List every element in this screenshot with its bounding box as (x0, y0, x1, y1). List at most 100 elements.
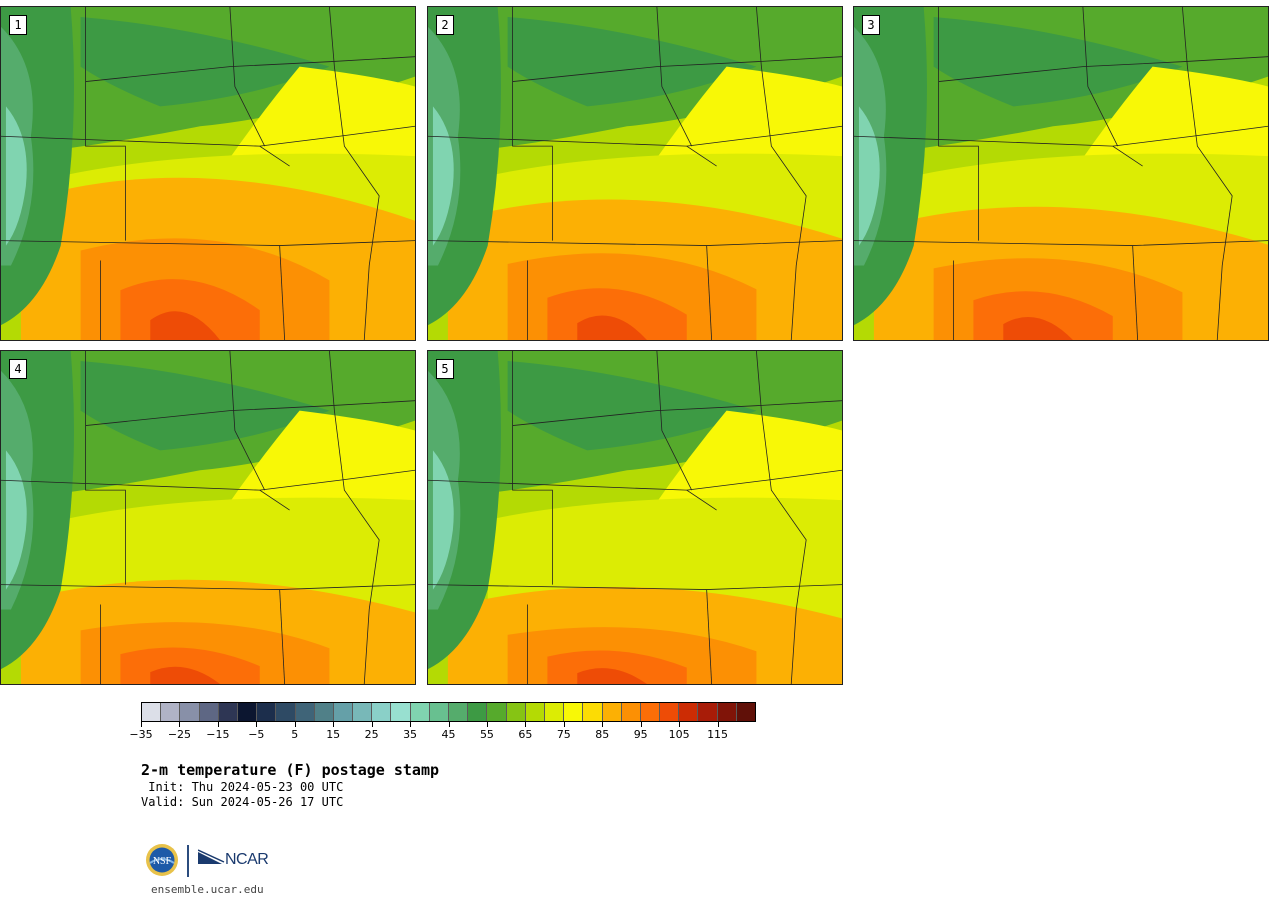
member-label: 5 (436, 359, 454, 379)
colorbar-tick-label: 115 (707, 728, 729, 741)
colorbar-segment (429, 703, 449, 721)
colorbar-segment (698, 703, 718, 721)
member-label: 1 (9, 15, 27, 35)
colorbar-segment (660, 703, 680, 721)
colorbar-tick (141, 722, 142, 727)
state-boundary (329, 351, 380, 684)
temperature-map (1, 351, 415, 684)
colorbar-segment (218, 703, 238, 721)
state-boundary (85, 56, 415, 82)
state-boundary (512, 400, 842, 426)
colorbar-tick (525, 722, 527, 727)
colorbar-segment (161, 703, 181, 721)
colorbar-segment (736, 703, 755, 721)
state-boundary (512, 7, 553, 241)
nsf-logo: NSF (146, 844, 178, 876)
field-hottest (150, 666, 220, 684)
colorbar-tick-label: 45 (441, 728, 456, 741)
field-peaks (432, 450, 454, 590)
member-label: 3 (862, 15, 880, 35)
state-boundary (279, 245, 286, 340)
colorbar-tick (486, 722, 488, 727)
state-boundary (656, 351, 693, 491)
colorbar-segment (276, 703, 296, 721)
state-boundary (1112, 125, 1268, 147)
colorbar-tick (410, 722, 412, 727)
colorbar-tick-label: 75 (556, 728, 571, 741)
ncar-logo-text: NCAR (225, 851, 269, 868)
colorbar-tick (256, 722, 258, 727)
field-cool-core (933, 16, 1183, 107)
colorbar-segment (583, 703, 603, 721)
colorbar-tick (179, 722, 181, 727)
field-hottest (1003, 316, 1073, 340)
map-panel-3: 3 (853, 6, 1269, 341)
svg-text:NSF: NSF (153, 856, 172, 867)
logo-divider (187, 845, 189, 877)
field-hottest (577, 668, 647, 684)
state-boundary (686, 125, 842, 147)
field-peaks (5, 450, 27, 590)
state-boundary (1182, 7, 1233, 340)
colorbar-tick (294, 722, 296, 727)
colorbar-tick (679, 722, 681, 727)
state-boundary (85, 400, 415, 426)
state-boundary (854, 240, 1268, 246)
state-boundary (756, 7, 807, 340)
state-boundary (1132, 245, 1139, 340)
colorbar-tick-label: −15 (206, 728, 230, 741)
colorbar-tick-label: 15 (326, 728, 341, 741)
colorbar-segment (391, 703, 411, 721)
state-boundary (428, 584, 842, 590)
state-boundary (259, 469, 415, 491)
colorbar-segment (487, 703, 507, 721)
temperature-map (1, 7, 415, 340)
colorbar-segment (468, 703, 488, 721)
field-peaks (5, 106, 27, 246)
map-panel-2: 2 (427, 6, 843, 341)
colorbar (141, 702, 756, 722)
colorbar-tick (602, 722, 604, 727)
colorbar-tick-label: 5 (291, 728, 299, 741)
field-cool-core (507, 16, 757, 107)
colorbar-segment (544, 703, 565, 721)
colorbar-segment (602, 703, 622, 721)
state-boundary (756, 351, 807, 684)
temperature-map (428, 351, 842, 684)
state-boundary (329, 7, 380, 340)
state-boundary (656, 7, 693, 147)
colorbar-segment (410, 703, 430, 721)
state-boundary (85, 7, 126, 241)
colorbar-segment (180, 703, 200, 721)
state-boundary (938, 56, 1268, 82)
state-boundary (512, 56, 842, 82)
colorbar-tick (217, 722, 219, 727)
colorbar-segment (372, 703, 392, 721)
state-boundary (229, 351, 266, 491)
colorbar-segment (237, 703, 258, 721)
colorbar-tick (448, 722, 450, 727)
temperature-map (854, 7, 1268, 340)
state-boundary (706, 589, 713, 684)
colorbar-tick-label: 105 (668, 728, 690, 741)
field-peaks (432, 106, 454, 246)
site-url: ensemble.ucar.edu (151, 883, 264, 896)
colorbar-segment (564, 703, 584, 721)
colorbar-tick-label: 25 (364, 728, 379, 741)
colorbar-segment (717, 703, 737, 721)
colorbar-segment (506, 703, 526, 721)
colorbar-segment (199, 703, 219, 721)
colorbar-tick (717, 722, 719, 727)
state-boundary (229, 7, 266, 147)
colorbar-segment (621, 703, 641, 721)
colorbar-tick-label: −25 (167, 728, 192, 741)
state-boundary (259, 125, 415, 147)
figure-title: 2-m temperature (F) postage stamp (141, 761, 440, 779)
ncar-logo (198, 849, 225, 864)
colorbar-segment (295, 703, 315, 721)
field-hottest (150, 311, 220, 340)
colorbar-tick-label: −35 (129, 728, 153, 741)
field-cool-core (80, 360, 330, 451)
colorbar-segment (314, 703, 334, 721)
colorbar-segment (449, 703, 469, 721)
